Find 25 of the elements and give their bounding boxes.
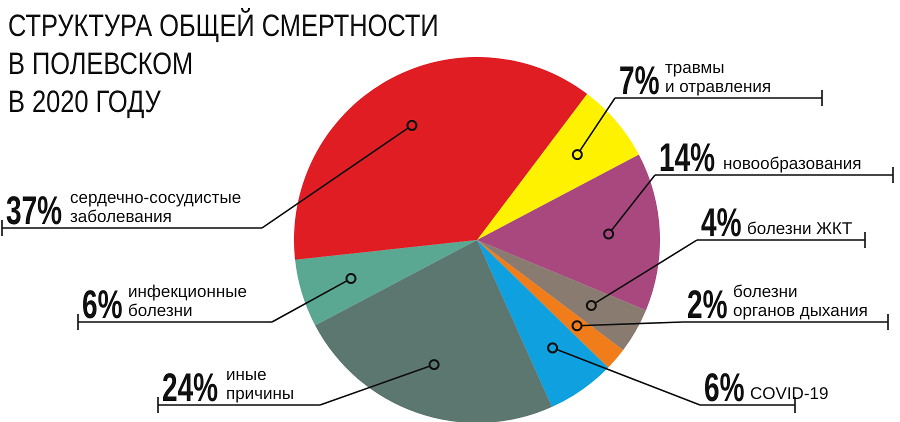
data-label: 14% bbox=[659, 136, 716, 180]
pie-slice bbox=[477, 94, 639, 240]
data-label: 7% bbox=[619, 59, 660, 104]
data-label: 6% bbox=[82, 283, 122, 328]
pie-slice bbox=[477, 240, 608, 407]
slice-label: болезни органов дыхания bbox=[733, 282, 868, 320]
pie-slice bbox=[294, 57, 588, 260]
pie-slice bbox=[315, 240, 552, 422]
slice-label: сердечно-сосудистые заболевания bbox=[70, 188, 242, 226]
slice-label: COVID-19 bbox=[750, 384, 828, 403]
pie-slice bbox=[295, 240, 477, 326]
pie-slice bbox=[477, 240, 624, 368]
slice-label: новообразования bbox=[723, 154, 862, 173]
slice-label: инфекционные болезни bbox=[128, 282, 247, 320]
data-label: 37% bbox=[6, 189, 62, 234]
slice-label: болезни ЖКТ bbox=[747, 219, 852, 238]
pie-slice bbox=[477, 240, 646, 350]
slice-label: травмы и отравления bbox=[665, 58, 772, 96]
data-label: 4% bbox=[701, 201, 742, 246]
pie-slice bbox=[477, 154, 660, 310]
data-label: 24% bbox=[162, 366, 218, 410]
chart-title: СТРУКТУРА ОБЩЕЙ СМЕРТНОСТИ В ПОЛЕВСКОМ В 2020 ГОДУ bbox=[8, 8, 439, 120]
slice-label: иные причины bbox=[226, 365, 294, 403]
data-label: 6% bbox=[704, 366, 744, 410]
data-label: 2% bbox=[687, 283, 728, 328]
